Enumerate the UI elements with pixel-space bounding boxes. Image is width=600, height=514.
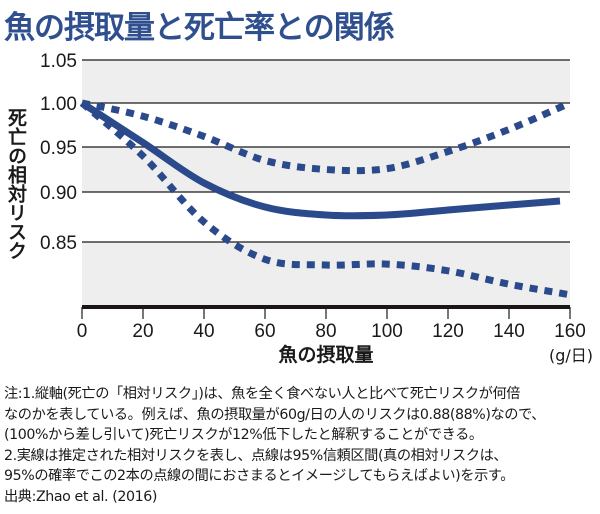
chart-area: 1.05 1.00 0.95 0.90 0.85 0 20 40 60 80 100 120 140 1… [40, 51, 593, 366]
y-tick-label: 0.85 [40, 233, 77, 254]
x-axis-unit: (g/日) [549, 346, 593, 365]
y-tick-labels: 1.05 1.00 0.95 0.90 0.85 [40, 51, 77, 254]
y-tick-label: 1.00 [40, 94, 77, 115]
note-line: (100%から差し引いて)死亡リスクが12%低下したと解釈することができる。 [4, 427, 483, 443]
x-axis-label: 魚の摂取量 [278, 343, 373, 366]
series-line-estimate [80, 100, 561, 220]
chart-title: 魚の摂取量と死亡率との関係 [4, 10, 395, 46]
x-tick-label: 20 [132, 321, 153, 342]
series-line-ci-lower [79, 100, 571, 299]
background-bands [82, 60, 570, 307]
x-tick-label: 0 [77, 321, 88, 342]
x-tick-label: 80 [315, 321, 336, 342]
x-tick-label: 40 [193, 321, 214, 342]
x-tick-label: 140 [493, 321, 525, 342]
source-line: 出典:Zhao et al. (2016) [4, 488, 157, 505]
note-line: なのかを表している。例えば、魚の摂取量が60g/日の人のリスクは0.88(88%… [4, 406, 546, 423]
x-tick-label: 60 [254, 321, 275, 342]
gridlines [82, 59, 570, 243]
y-tick-label: 1.05 [40, 51, 77, 72]
background-band [82, 60, 570, 103]
background-band [82, 242, 570, 307]
series-lines [79, 99, 572, 299]
x-tick-label: 160 [554, 321, 586, 342]
y-axis-label: 死亡の相対リスク [5, 108, 27, 260]
y-tick-label: 0.90 [40, 183, 77, 204]
x-axis [81, 305, 571, 319]
note-line: 95%の確率でこの2本の点線の間におさまるとイメージしてもらえばよい)を示す。 [4, 468, 515, 484]
note-line: 2.実線は推定された相対リスクを表し、点線は95%信頼区間(真の相対リスクは、 [4, 447, 508, 464]
note-line: 注:1.縦軸(死亡の「相対リスク」)は、魚を全く食べない人と比べて死亡リスクが何… [4, 386, 521, 402]
x-tick-labels: 0 20 40 60 80 100 120 140 160 [77, 321, 586, 342]
x-tick-label: 120 [432, 321, 464, 342]
y-tick-label: 0.95 [40, 138, 77, 159]
x-tick-label: 100 [371, 321, 403, 342]
notes: 注:1.縦軸(死亡の「相対リスク」)は、魚を全く食べない人と比べて死亡リスクが何… [4, 384, 598, 507]
